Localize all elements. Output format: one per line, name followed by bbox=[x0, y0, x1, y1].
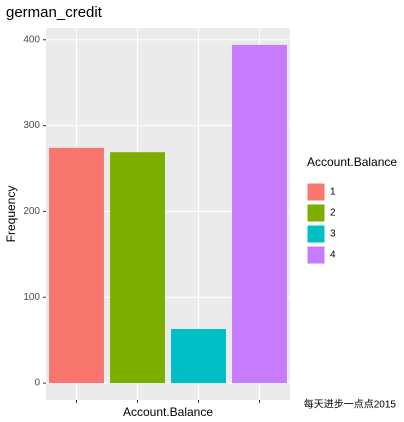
legend-key bbox=[306, 224, 326, 244]
bar bbox=[232, 44, 287, 384]
bar bbox=[49, 147, 104, 384]
y-tick-label: 200 bbox=[23, 206, 40, 217]
y-tick-label: 300 bbox=[23, 120, 40, 131]
legend-key bbox=[306, 203, 326, 223]
bar bbox=[110, 152, 165, 384]
legend-label: 3 bbox=[330, 229, 336, 240]
y-axis-label: Frequency bbox=[4, 186, 18, 243]
chart-title: german_credit bbox=[6, 4, 103, 21]
watermark: 每天进步一点点2015 bbox=[304, 398, 397, 411]
y-tick-label: 0 bbox=[34, 378, 40, 389]
legend-label: 1 bbox=[330, 187, 336, 198]
bar bbox=[171, 329, 226, 384]
legend-key bbox=[306, 245, 326, 265]
legend-label: 2 bbox=[330, 208, 336, 219]
legend-title: Account.Balance bbox=[307, 155, 397, 169]
legend-key bbox=[306, 182, 326, 202]
y-tick-label: 400 bbox=[23, 34, 40, 45]
y-tick-label: 100 bbox=[23, 292, 40, 303]
legend-label: 4 bbox=[330, 250, 336, 261]
x-axis-label: Account.Balance bbox=[123, 405, 213, 419]
